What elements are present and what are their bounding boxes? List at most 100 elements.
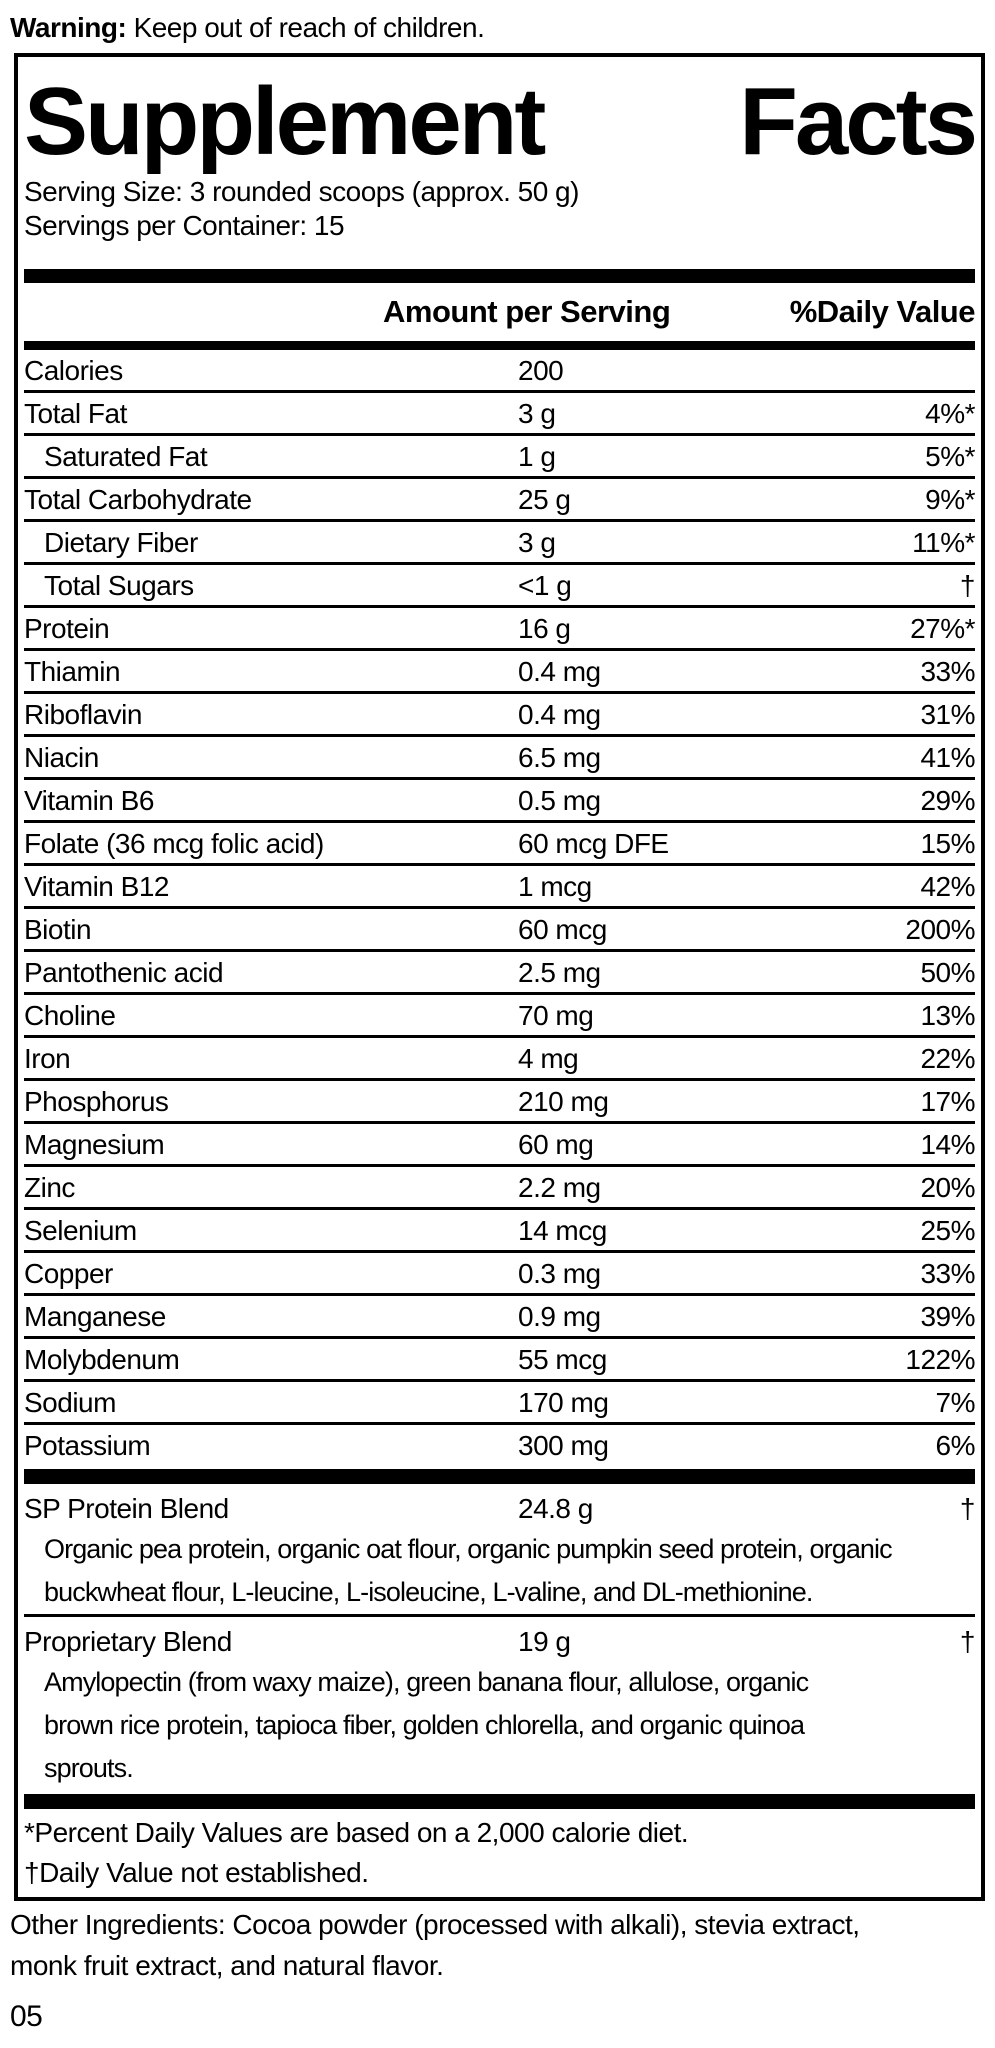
divider-bar-top [24,269,975,283]
nutrient-daily-value: 7% [935,1387,976,1418]
blend-row: SP Protein Blend 24.8 g † [24,1484,976,1528]
blend-description-line: buckwheat flour, L-leucine, L-isoleucine… [44,1577,813,1607]
nutrient-daily-value: 27%* [910,613,975,644]
nutrient-amount: 16 g [518,613,571,644]
nutrient-amount: 4 mg [518,1043,579,1074]
blend-amount: 19 g [518,1626,571,1657]
panel-title-word-2: Facts [739,67,978,175]
nutrient-row: Niacin 6.5 mg 41% [24,737,976,780]
blend-description-line: Organic pea protein, organic oat flour, … [44,1534,893,1564]
footnote-percent-dv: *Percent Daily Values are based on a 2,0… [24,1817,689,1848]
nutrient-row: Thiamin 0.4 mg 33% [24,651,976,694]
nutrient-daily-value: 11%* [912,527,975,558]
nutrient-name: Sodium [24,1387,116,1418]
nutrient-row: Potassium 300 mg 6% [24,1425,976,1465]
nutrient-amount: 14 mcg [518,1215,607,1246]
panel-title-word-1: Supplement [24,67,546,175]
nutrient-amount: 1 mcg [518,871,592,902]
nutrient-daily-value: 33% [920,1258,975,1289]
nutrient-daily-value: 5%* [925,441,975,472]
blend-description: Organic pea protein, organic oat flour, … [24,1528,975,1614]
nutrient-daily-value: 15% [920,828,975,859]
nutrient-name: Selenium [24,1215,137,1246]
nutrient-row: Copper 0.3 mg 33% [24,1253,976,1296]
nutrient-name: Zinc [24,1172,75,1203]
blend-section: SP Protein Blend 24.8 g † Organic pea prote… [24,1484,976,1790]
nutrient-amount: 3 g [518,527,556,558]
serving-size: Serving Size: 3 rounded scoops (approx. … [24,176,579,207]
nutrient-row: Dietary Fiber 3 g 11%* [24,522,976,565]
nutrient-daily-value: 41% [920,742,975,773]
nutrient-amount: 25 g [518,484,571,515]
nutrient-table: Calories 200 Total Fat 3 g 4%* Saturated Fat 1… [24,350,976,1465]
nutrient-name: Total Carbohydrate [24,484,252,515]
nutrient-amount: 60 mcg [518,914,607,945]
nutrient-name: Total Fat [24,398,127,429]
nutrient-daily-value: 25% [920,1215,975,1246]
nutrient-amount: 300 mg [518,1430,609,1461]
divider-bar-header [24,341,975,350]
nutrient-row: Total Sugars <1 g † [24,565,976,608]
nutrient-amount: 70 mg [518,1000,594,1031]
column-header-daily-value: %Daily Value [789,294,976,329]
nutrient-row: Total Fat 3 g 4%* [24,393,976,436]
nutrient-amount: 60 mg [518,1129,594,1160]
blend-name: SP Protein Blend [24,1493,229,1524]
nutrient-daily-value: 31% [920,699,975,730]
nutrient-name: Pantothenic acid [24,957,224,988]
nutrient-name: Choline [24,1000,116,1031]
nutrient-amount: 60 mcg DFE [518,828,669,859]
nutrient-row: Sodium 170 mg 7% [24,1382,976,1425]
divider-bar-footnotes [24,1794,975,1809]
panel-title: Supplement Facts [24,67,978,175]
supplement-facts-panel: Supplement Facts Serving Size: 3 rounded… [14,53,985,1901]
divider-bar-blends [24,1469,975,1484]
nutrient-daily-value: 200% [905,914,975,945]
blend-block: Proprietary Blend 19 g † Amylopectin (from … [24,1617,976,1790]
nutrient-daily-value: 17% [920,1086,975,1117]
page-number: 05 [10,2000,43,2033]
nutrient-name: Magnesium [24,1129,165,1160]
nutrient-name: Vitamin B12 [24,871,169,902]
nutrient-name: Potassium [24,1430,151,1461]
other-ingredients-line-2: monk fruit extract, and natural flavor. [10,1950,444,1981]
nutrient-amount: 2.2 mg [518,1172,601,1203]
other-ingredients-line-1: Other Ingredients: Cocoa powder (process… [10,1909,860,1940]
nutrient-row: Vitamin B12 1 mcg 42% [24,866,976,909]
nutrient-row: Zinc 2.2 mg 20% [24,1167,976,1210]
nutrient-daily-value: 33% [920,656,975,687]
blend-amount: 24.8 g [518,1493,593,1524]
nutrient-daily-value: 22% [920,1043,975,1074]
nutrient-name: Manganese [24,1301,166,1332]
blend-daily-value: † [959,1493,976,1524]
nutrient-daily-value: 50% [920,957,975,988]
nutrient-name: Iron [24,1043,71,1074]
nutrient-amount: 200 [518,355,564,386]
nutrient-name: Copper [24,1258,113,1289]
warning-label: Warning: [10,12,127,43]
nutrient-daily-value: 29% [920,785,975,816]
nutrient-amount: 210 mg [518,1086,609,1117]
blend-row: Proprietary Blend 19 g † [24,1617,976,1661]
nutrient-daily-value: 9%* [925,484,975,515]
nutrient-row: Choline 70 mg 13% [24,995,976,1038]
nutrient-row: Calories 200 [24,350,975,393]
nutrient-daily-value: † [959,570,976,601]
nutrient-row: Phosphorus 210 mg 17% [24,1081,976,1124]
footnote-dv-not-established: †Daily Value not established. [24,1857,369,1888]
blend-description-line: sprouts. [44,1753,134,1783]
nutrient-name: Total Sugars [44,570,194,601]
nutrient-row: Biotin 60 mcg 200% [24,909,976,952]
blend-description: Amylopectin (from waxy maize), green ban… [24,1661,975,1790]
column-header-amount: Amount per Serving [383,294,671,329]
nutrient-name: Folate (36 mcg folic acid) [24,828,324,859]
nutrient-amount: 6.5 mg [518,742,601,773]
other-ingredients: Other Ingredients: Cocoa powder (process… [10,1904,860,1986]
nutrient-amount: 170 mg [518,1387,609,1418]
nutrient-amount: 1 g [518,441,556,472]
nutrient-name: Thiamin [24,656,121,687]
nutrient-row: Iron 4 mg 22% [24,1038,976,1081]
nutrient-row: Protein 16 g 27%* [24,608,976,651]
nutrient-row: Total Carbohydrate 25 g 9%* [24,479,976,522]
nutrient-row: Pantothenic acid 2.5 mg 50% [24,952,976,995]
